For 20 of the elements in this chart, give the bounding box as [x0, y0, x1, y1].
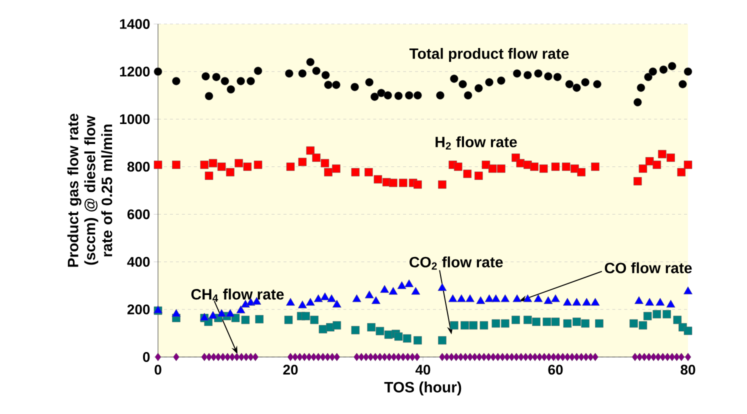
y-tick-label: 200: [127, 304, 150, 314]
text: CO$_{2}$ flow rate: [410, 256, 503, 270]
x-tick-label: 0: [154, 364, 162, 375]
x-axis-title: TOS (hour): [384, 381, 462, 396]
series-label: H$_{2}$ flow rate: [436, 136, 517, 150]
y-axis-title: Product gas flow rate (sccm) @ diesel flow rate of 0.25 ml/min: [67, 114, 112, 267]
x-tick-label: 40: [415, 364, 430, 375]
y-tick-label: 400: [127, 256, 150, 267]
x-tick-label: 80: [680, 364, 696, 375]
y-tick-label: 1200: [120, 66, 150, 77]
y-tick-label: 0: [143, 352, 150, 362]
text: CH$_{4}$ flow rate: [191, 288, 284, 302]
x-tick-label: 60: [548, 364, 563, 375]
x-tick-label: 20: [283, 364, 298, 375]
y-tick-label: 600: [127, 209, 150, 220]
series-label: Total product flow rate: [409, 48, 569, 62]
y-tick-label: 800: [127, 162, 150, 172]
series-label: CO flow rate: [604, 262, 692, 274]
y-tick-label: 1400: [120, 19, 150, 29]
y-tick-label: 1000: [120, 114, 150, 124]
